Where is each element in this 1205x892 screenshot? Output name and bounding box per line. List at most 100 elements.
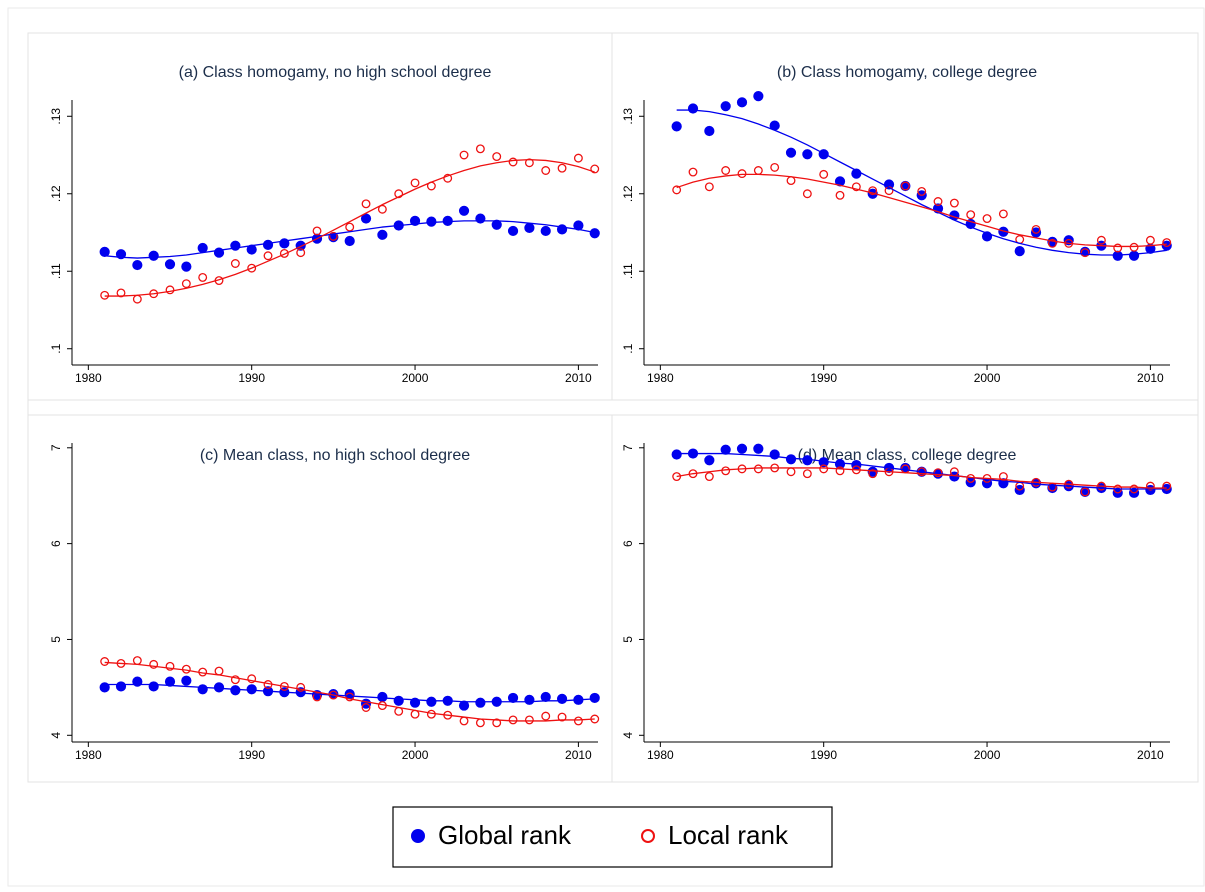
point — [868, 186, 878, 196]
point — [100, 657, 110, 666]
point — [966, 210, 976, 220]
x-tick-label: 2000 — [974, 371, 1001, 385]
point — [148, 250, 159, 261]
y-tick-label: 4 — [49, 732, 63, 739]
y-tick-label: 5 — [49, 636, 63, 643]
point — [296, 248, 306, 258]
point — [344, 235, 355, 247]
point — [279, 248, 289, 258]
point — [1031, 224, 1041, 234]
point — [590, 164, 600, 174]
x-tick-label: 2010 — [565, 748, 592, 762]
point — [491, 219, 502, 230]
y-tick-label: 5 — [621, 636, 635, 643]
point — [1096, 235, 1106, 245]
fit-line — [104, 220, 595, 259]
y-tick-label: .1 — [49, 343, 63, 353]
point — [851, 182, 861, 192]
point — [704, 125, 715, 137]
point — [770, 162, 780, 172]
point — [345, 222, 355, 232]
point — [541, 711, 551, 721]
point — [834, 176, 846, 187]
point — [785, 147, 797, 158]
point — [1129, 242, 1139, 252]
point — [540, 691, 551, 703]
point — [671, 121, 682, 132]
point — [1145, 481, 1155, 491]
point — [818, 149, 829, 160]
point — [246, 244, 257, 255]
point — [573, 220, 584, 231]
point — [704, 472, 714, 481]
y-tick-label: 7 — [49, 444, 63, 451]
point — [753, 443, 764, 454]
point — [247, 263, 257, 273]
y-tick-label: .11 — [49, 263, 63, 279]
x-tick-label: 1980 — [75, 748, 102, 762]
x-tick-label: 2000 — [402, 748, 429, 762]
point — [998, 472, 1008, 481]
x-tick-label: 1990 — [810, 748, 837, 762]
point — [99, 246, 110, 257]
point — [149, 659, 159, 669]
legend-marker — [411, 829, 425, 843]
point — [917, 186, 927, 196]
fit-line — [676, 467, 1167, 489]
point — [262, 239, 274, 250]
y-tick-label: 6 — [49, 540, 63, 547]
point — [410, 178, 420, 188]
point — [181, 261, 192, 272]
point — [377, 691, 388, 703]
y-tick-label: .13 — [49, 108, 63, 125]
point — [230, 675, 240, 685]
point — [573, 716, 583, 726]
point — [458, 205, 470, 216]
point — [1112, 250, 1123, 261]
point — [100, 290, 110, 300]
point — [345, 692, 355, 702]
point — [556, 693, 568, 704]
point — [802, 469, 812, 479]
point — [785, 454, 797, 465]
point — [721, 166, 731, 175]
legend-box — [392, 806, 833, 868]
point — [736, 443, 748, 454]
point — [508, 157, 518, 167]
point — [688, 167, 698, 177]
y-tick-label: 4 — [621, 732, 635, 739]
chart-title: (d) Mean class, college degree — [798, 447, 1017, 464]
point — [704, 455, 715, 466]
point — [459, 150, 469, 160]
fit-line — [104, 683, 595, 703]
point — [361, 703, 371, 712]
point — [671, 449, 682, 460]
point — [589, 692, 600, 704]
x-tick-label: 1980 — [647, 371, 674, 385]
point — [573, 153, 583, 163]
point — [377, 229, 388, 240]
point — [1014, 245, 1025, 257]
point — [443, 173, 453, 183]
point — [475, 697, 486, 708]
point — [835, 190, 845, 200]
x-tick-label: 2000 — [402, 371, 429, 385]
point — [230, 259, 240, 268]
point — [475, 144, 485, 154]
y-tick-label: .1 — [621, 343, 635, 353]
point — [672, 185, 682, 195]
point — [475, 213, 486, 224]
point — [736, 97, 748, 108]
x-tick-label: 1990 — [238, 748, 265, 762]
point — [1128, 250, 1140, 261]
point — [949, 198, 959, 208]
point — [802, 189, 812, 199]
point — [164, 259, 176, 270]
y-tick-label: 6 — [621, 540, 635, 547]
y-tick-label: .12 — [621, 185, 635, 202]
point — [1047, 238, 1057, 248]
point — [720, 101, 731, 112]
point — [492, 718, 502, 728]
x-tick-label: 1980 — [647, 748, 674, 762]
point — [1113, 243, 1123, 253]
